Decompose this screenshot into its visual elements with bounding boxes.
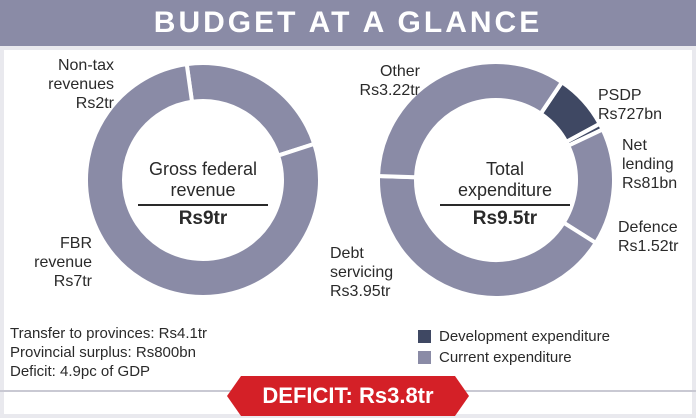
psdp-label-value: Rs727bn xyxy=(598,106,663,123)
nontax-label-line2: revenues xyxy=(48,76,114,93)
slice-label-defence: Defence Rs1.52tr xyxy=(618,218,692,256)
netlending-label-line1: Net xyxy=(622,137,647,154)
note-surplus: Provincial surplus: Rs800bn xyxy=(10,344,196,361)
expenditure-center-value: Rs9.5tr xyxy=(440,204,570,229)
other-label-line1: Other xyxy=(379,63,420,80)
debt-label-line2: servicing xyxy=(330,264,394,281)
other-label-value: Rs3.22tr xyxy=(359,82,420,99)
legend-label-development: Development expenditure xyxy=(439,328,610,345)
defence-label-line1: Defence xyxy=(618,219,678,236)
legend-swatch-development xyxy=(418,330,431,343)
deficit-banner: DEFICIT: Rs3.8tr xyxy=(227,376,469,416)
legend-item-development: Development expenditure xyxy=(418,326,610,347)
psdp-label-line1: PSDP xyxy=(598,87,642,104)
revenue-center-line2: revenue xyxy=(170,180,236,200)
nontax-label-line1: Non-tax xyxy=(57,57,114,74)
revenue-center-label: Gross federal revenue Rs9tr xyxy=(138,159,268,229)
debt-label-value: Rs3.95tr xyxy=(330,283,391,300)
note-deficit: Deficit: 4.9pc of GDP xyxy=(10,363,151,380)
expenditure-center-line1: Total xyxy=(485,159,525,179)
debt-label-line1: Debt xyxy=(330,245,364,262)
notes-block: Transfer to provinces: Rs4.1tr Provincia… xyxy=(10,324,207,381)
slice-non-tax-revenues xyxy=(184,61,317,159)
defence-label-value: Rs1.52tr xyxy=(618,238,679,255)
fbr-label-value: Rs7tr xyxy=(53,273,92,290)
nontax-label-value: Rs2tr xyxy=(75,95,114,112)
slice-label-netlending: Net lending Rs81bn xyxy=(622,136,692,193)
expenditure-center-line2: expenditure xyxy=(457,180,553,200)
note-transfer: Transfer to provinces: Rs4.1tr xyxy=(10,325,208,342)
fbr-label-line1: FBR xyxy=(60,235,92,252)
netlending-label-value: Rs81bn xyxy=(622,175,678,192)
legend-swatch-current xyxy=(418,351,431,364)
revenue-center-line1: Gross federal xyxy=(148,159,258,179)
revenue-donut xyxy=(84,61,322,299)
legend-item-current: Current expenditure xyxy=(418,347,610,368)
legend-label-current: Current expenditure xyxy=(439,349,572,366)
expenditure-donut xyxy=(375,60,616,300)
slice-label-psdp: PSDP Rs727bn xyxy=(598,86,688,124)
slice-label-fbr: FBR revenue Rs7tr xyxy=(22,234,92,291)
legend: Development expenditure Current expendit… xyxy=(418,326,610,368)
revenue-center-value: Rs9tr xyxy=(138,204,268,229)
slice-label-debt: Debt servicing Rs3.95tr xyxy=(330,244,410,301)
netlending-label-line2: lending xyxy=(622,156,674,173)
slice-fbr-revenue xyxy=(84,61,322,299)
slice-other xyxy=(375,60,565,180)
expenditure-center-label: Total expenditure Rs9.5tr xyxy=(440,159,570,229)
page-title: BUDGET AT A GLANCE xyxy=(0,0,696,46)
fbr-label-line2: revenue xyxy=(34,254,92,271)
slice-label-nontax: Non-tax revenues Rs2tr xyxy=(22,56,114,113)
slice-debt-servicing xyxy=(376,173,599,300)
slice-label-other: Other Rs3.22tr xyxy=(330,62,420,100)
